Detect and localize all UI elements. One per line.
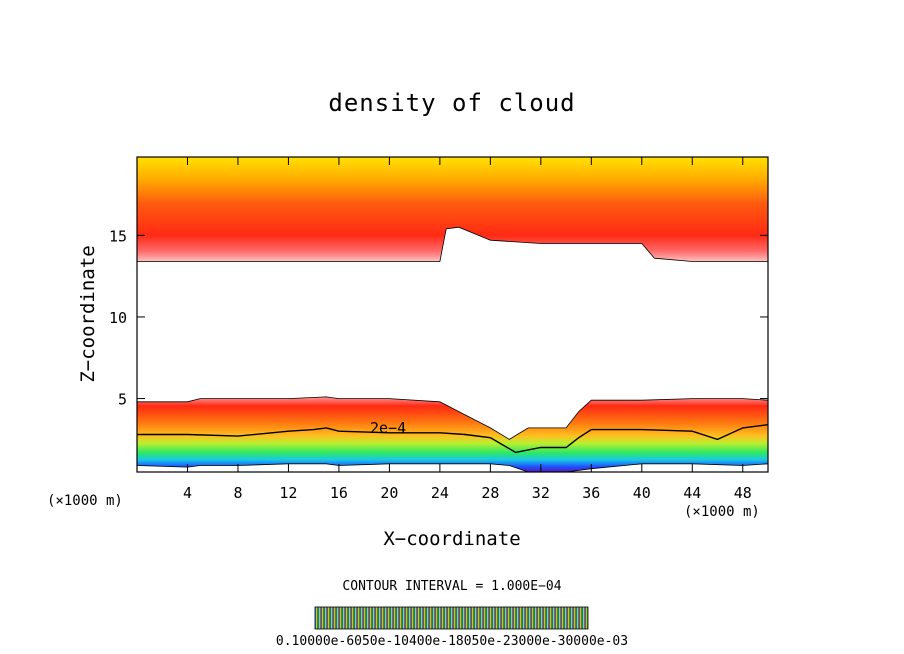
x-tick-label-28: 28 [481, 484, 499, 502]
x-tick-label-4: 4 [183, 484, 192, 502]
y-tick-label-5: 5 [118, 391, 127, 409]
x-axis-ticks: 4 8 12 16 20 24 28 32 36 40 44 48 [183, 157, 752, 502]
upper-cloud-layer [137, 157, 768, 262]
lower-cloud-layer [137, 396, 768, 472]
chart-title: density of cloud [328, 89, 575, 117]
x-tick-label-12: 12 [279, 484, 297, 502]
colorbar [314, 606, 589, 630]
x-tick-label-36: 36 [582, 484, 600, 502]
x-axis-label: X−coordinate [383, 528, 520, 550]
y-tick-label-15: 15 [109, 227, 127, 245]
plot-frame [136, 156, 769, 473]
x-tick-label-32: 32 [532, 484, 550, 502]
y-axis-ticks: 5 10 15 [109, 227, 768, 409]
plot-field [137, 157, 768, 472]
x-tick-label-8: 8 [233, 484, 242, 502]
contour-2e-4-line [137, 424, 768, 454]
x-tick-label-44: 44 [683, 484, 701, 502]
x-unit-right: (×1000 m) [684, 504, 760, 520]
x-unit-left: (×1000 m) [47, 493, 123, 509]
y-axis-label: Z−coordinate [77, 245, 99, 382]
x-tick-label-16: 16 [330, 484, 348, 502]
colorbar-labels: 0.10000e-6050e-10400e-18050e-23000e-3000… [276, 634, 628, 649]
x-tick-label-20: 20 [380, 484, 398, 502]
x-tick-label-24: 24 [431, 484, 449, 502]
contour-interval-text: CONTOUR INTERVAL = 1.000E−04 [342, 579, 561, 594]
y-tick-label-10: 10 [109, 309, 127, 327]
x-tick-label-40: 40 [633, 484, 651, 502]
contour-label: 2e−4 [370, 419, 406, 437]
x-tick-label-48: 48 [734, 484, 752, 502]
